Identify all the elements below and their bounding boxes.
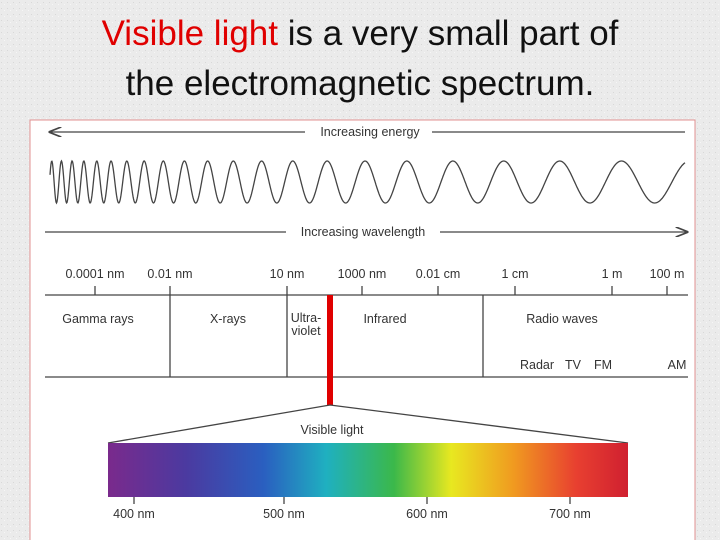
scale-label: 1000 nm <box>338 267 387 281</box>
visible-scale-label: 600 nm <box>406 507 448 521</box>
scale-label: 0.01 cm <box>416 267 460 281</box>
scale-label: 1 cm <box>501 267 528 281</box>
region-label: Gamma rays <box>62 312 134 326</box>
region-label: X-rays <box>210 312 246 326</box>
visible-marker <box>327 295 333 405</box>
region-label: Ultra- <box>291 311 322 325</box>
region-label: violet <box>291 324 321 338</box>
visible-scale-label: 700 nm <box>549 507 591 521</box>
scale-label: 10 nm <box>270 267 305 281</box>
radio-band: Radar <box>520 358 554 372</box>
title-rest: is a very small part of <box>288 14 619 53</box>
visible-scale-label: 500 nm <box>263 507 305 521</box>
energy-label: Increasing energy <box>320 125 420 139</box>
radio-band: FM <box>594 358 612 372</box>
scale-label: 100 m <box>650 267 685 281</box>
wave <box>49 159 686 205</box>
visible-scale-label: 400 nm <box>113 507 155 521</box>
region-label: Infrared <box>363 312 406 326</box>
title-highlight: Visible light <box>102 14 279 53</box>
radio-band: AM <box>668 358 687 372</box>
scale-label: 1 m <box>602 267 623 281</box>
title-line-2: the electromagnetic spectrum. <box>126 64 595 103</box>
wavelength-label: Increasing wavelength <box>301 225 425 239</box>
radio-band: TV <box>565 358 582 372</box>
visible-spectrum <box>108 443 628 497</box>
scale-label: 0.0001 nm <box>65 267 124 281</box>
scale-label: 0.01 nm <box>147 267 192 281</box>
zoom-lines <box>107 404 629 444</box>
visible-label: Visible light <box>300 423 364 437</box>
region-label: Radio waves <box>526 312 598 326</box>
title-line-1: Visible light is a very small part of <box>102 14 619 53</box>
